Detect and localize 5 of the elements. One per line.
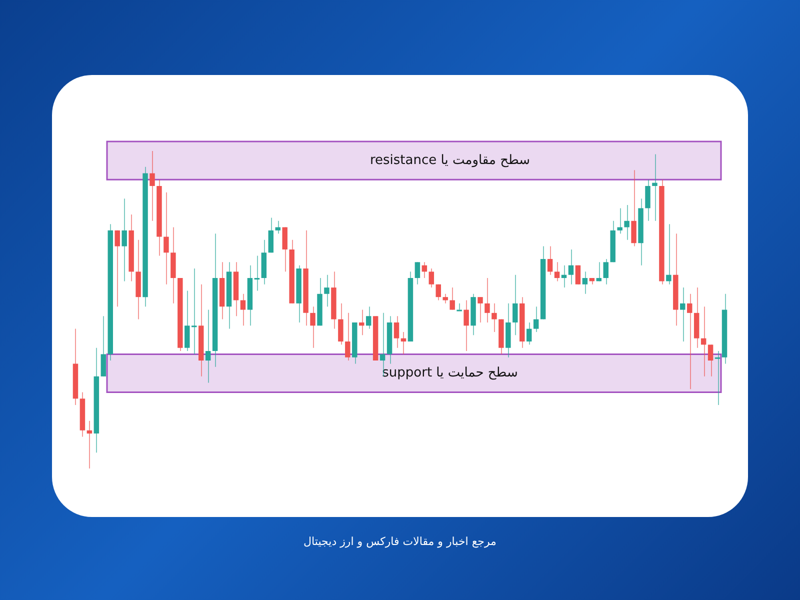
band-label: سطح مقاومت یا resistance bbox=[370, 152, 530, 168]
text: مرجع اخبار و مقالات فارکس و ارز دیجیتال bbox=[302, 535, 498, 548]
band-label: سطح حمایت یا support bbox=[382, 366, 518, 381]
candlestick bbox=[575, 264, 581, 285]
candlestick bbox=[456, 302, 462, 312]
